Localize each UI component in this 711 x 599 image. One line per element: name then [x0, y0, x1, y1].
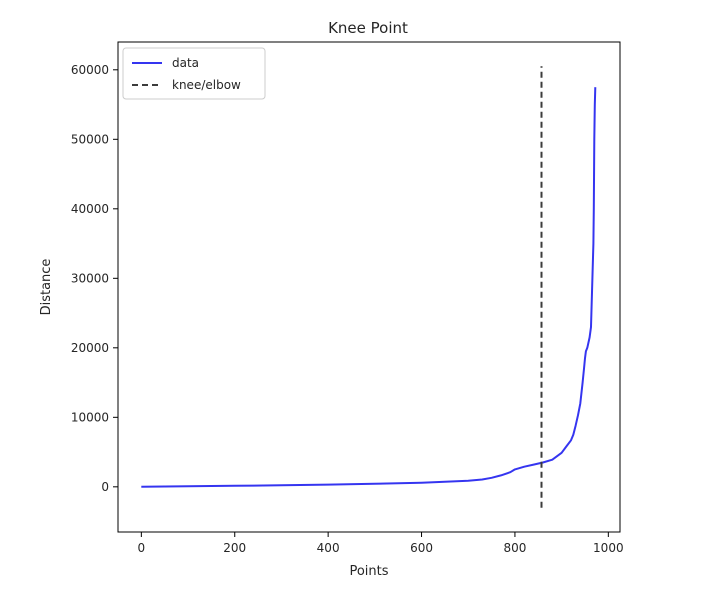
- x-tick-label: 200: [223, 541, 246, 555]
- y-tick-label: 30000: [71, 271, 109, 285]
- legend-label-data: data: [172, 56, 199, 70]
- plot-layer: [141, 66, 597, 508]
- y-tick-label: 10000: [71, 410, 109, 424]
- y-tick-label: 50000: [71, 132, 109, 146]
- y-axis-label: Distance: [39, 259, 54, 316]
- chart-title: Knee Point: [328, 19, 408, 37]
- x-axis-ticks: 0 200 400 600 800 1000: [138, 532, 624, 555]
- y-tick-label: 20000: [71, 341, 109, 355]
- x-tick-label: 600: [410, 541, 433, 555]
- x-axis-label: Points: [349, 564, 388, 579]
- legend-label-knee: knee/elbow: [172, 78, 241, 92]
- legend-box: [122, 47, 266, 100]
- x-tick-label: 400: [317, 541, 340, 555]
- y-tick-label: 0: [101, 480, 109, 494]
- legend: data knee/elbow: [122, 47, 266, 100]
- y-tick-label: 60000: [71, 63, 109, 77]
- y-tick-label: 40000: [71, 202, 109, 216]
- x-tick-label: 1000: [593, 541, 624, 555]
- series-line-data: [141, 87, 597, 488]
- plot-frame: [117, 41, 621, 533]
- x-tick-label: 0: [138, 541, 146, 555]
- x-tick-label: 800: [503, 541, 526, 555]
- y-axis-ticks: 0 10000 20000 30000 40000 50000 60000: [71, 63, 118, 494]
